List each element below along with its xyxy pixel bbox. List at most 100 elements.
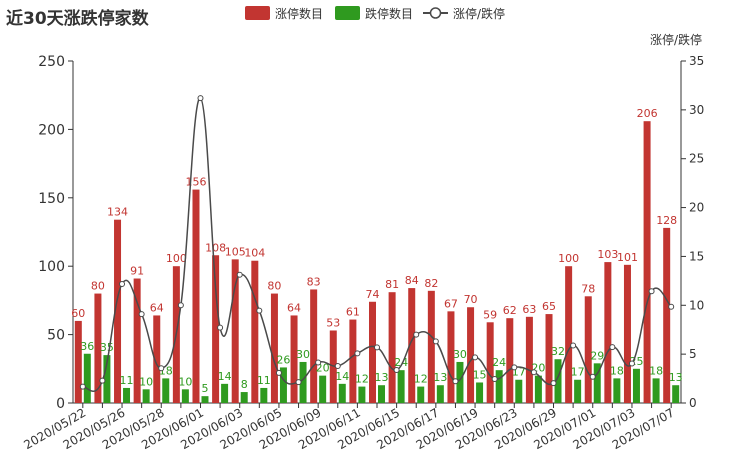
bar-limit-down[interactable] — [142, 389, 150, 403]
bar-limit-up[interactable] — [467, 307, 475, 403]
bar-limit-up[interactable] — [192, 189, 200, 403]
bar-limit-down[interactable] — [319, 375, 327, 403]
ratio-point[interactable] — [609, 344, 616, 351]
bar-limit-down[interactable] — [162, 378, 170, 403]
ratio-point[interactable] — [511, 364, 518, 371]
bar-limit-up[interactable] — [212, 255, 220, 403]
bar-limit-down[interactable] — [358, 386, 366, 403]
bar-limit-up[interactable] — [486, 322, 494, 403]
bar-limit-down[interactable] — [613, 378, 621, 403]
bar-limit-down[interactable] — [221, 383, 229, 403]
bar-limit-up[interactable] — [663, 227, 671, 403]
bar-limit-down[interactable] — [574, 379, 582, 403]
bar-limit-down[interactable] — [299, 361, 307, 403]
ratio-point[interactable] — [393, 366, 400, 373]
bar-limit-up[interactable] — [231, 259, 239, 403]
bar-limit-down[interactable] — [534, 375, 542, 403]
bar-limit-down[interactable] — [436, 385, 444, 403]
bar-limit-up[interactable] — [349, 319, 357, 403]
ratio-point[interactable] — [138, 311, 145, 318]
bar-limit-down[interactable] — [240, 392, 248, 403]
bar-limit-up[interactable] — [643, 121, 651, 403]
bar-limit-up[interactable] — [369, 301, 376, 403]
bar-label-limit-up: 65 — [542, 300, 556, 313]
bar-limit-up[interactable] — [408, 288, 416, 403]
bar-limit-down[interactable] — [495, 370, 503, 403]
bar-limit-up[interactable] — [94, 293, 102, 403]
bar-limit-up[interactable] — [388, 292, 396, 403]
ratio-point[interactable] — [472, 354, 479, 361]
bar-limit-up[interactable] — [525, 316, 533, 403]
bar-limit-down[interactable] — [181, 389, 189, 403]
bar-limit-down[interactable] — [397, 370, 405, 403]
ratio-point[interactable] — [550, 380, 557, 387]
bar-limit-down[interactable] — [201, 396, 209, 403]
ratio-point[interactable] — [256, 307, 263, 314]
ratio-point[interactable] — [628, 360, 635, 367]
ratio-point[interactable] — [158, 365, 165, 372]
bar-limit-down[interactable] — [417, 386, 425, 403]
bar-limit-down[interactable] — [279, 367, 287, 403]
bar-limit-up[interactable] — [153, 315, 161, 403]
bar-limit-down[interactable] — [456, 361, 464, 403]
ratio-point[interactable] — [275, 369, 282, 376]
ratio-point[interactable] — [491, 375, 498, 382]
legend-label-limit-up[interactable]: 涨停数目 — [275, 6, 323, 21]
bar-limit-down[interactable] — [632, 368, 640, 403]
ratio-point[interactable] — [197, 95, 204, 102]
bar-limit-up[interactable] — [133, 278, 141, 403]
bar-limit-down[interactable] — [83, 353, 91, 403]
ratio-point[interactable] — [79, 383, 86, 390]
legend-marker-ratio[interactable] — [429, 7, 442, 19]
bar-limit-down[interactable] — [672, 385, 680, 403]
ratio-point[interactable] — [530, 369, 537, 376]
bar-limit-up[interactable] — [310, 289, 318, 403]
bar-limit-up[interactable] — [290, 315, 298, 403]
ratio-point[interactable] — [668, 303, 675, 310]
bar-limit-down[interactable] — [338, 383, 346, 403]
bar-limit-up[interactable] — [270, 293, 278, 403]
bar-limit-up[interactable] — [623, 264, 631, 403]
ratio-point[interactable] — [334, 362, 341, 369]
ratio-point[interactable] — [236, 271, 243, 278]
bar-limit-up[interactable] — [545, 314, 553, 403]
bar-limit-down[interactable] — [593, 363, 601, 403]
bar-limit-up[interactable] — [447, 311, 455, 403]
legend-swatch-limit-up[interactable] — [245, 6, 270, 20]
ratio-point[interactable] — [413, 331, 420, 338]
bar-limit-up[interactable] — [584, 296, 592, 403]
ratio-point[interactable] — [295, 379, 302, 386]
bar-limit-down[interactable] — [123, 387, 131, 403]
ratio-point[interactable] — [315, 359, 322, 366]
bar-limit-up[interactable] — [565, 266, 573, 403]
ratio-point[interactable] — [374, 344, 380, 351]
ratio-point[interactable] — [589, 373, 596, 380]
bar-limit-up[interactable] — [329, 330, 337, 403]
legend[interactable]: 涨停数目 跌停数目 涨停/跌停 — [245, 6, 505, 21]
bar-limit-up[interactable] — [251, 260, 259, 403]
bar-limit-down[interactable] — [476, 382, 484, 403]
ratio-point[interactable] — [432, 338, 439, 345]
bar-limit-down[interactable] — [554, 359, 562, 403]
legend-label-limit-down[interactable]: 跌停数目 — [365, 6, 413, 21]
bar-limit-down[interactable] — [260, 387, 268, 403]
ratio-point[interactable] — [648, 288, 655, 295]
ratio-point[interactable] — [354, 350, 361, 357]
ratio-point[interactable] — [119, 280, 126, 287]
bar-limit-up[interactable] — [427, 290, 435, 403]
ratio-point[interactable] — [217, 324, 224, 331]
legend-swatch-limit-down[interactable] — [335, 6, 360, 20]
bar-limit-up[interactable] — [74, 320, 82, 403]
ratio-point[interactable] — [570, 342, 577, 349]
bar-limit-down[interactable] — [652, 378, 660, 403]
bar-limit-up[interactable] — [506, 318, 514, 403]
legend-label-ratio[interactable]: 涨停/跌停 — [453, 6, 505, 21]
bar-limit-down[interactable] — [378, 385, 385, 403]
ratio-point[interactable] — [177, 302, 184, 309]
bar-limit-up[interactable] — [114, 219, 122, 403]
bar-limit-down[interactable] — [103, 355, 111, 403]
bar-limit-up[interactable] — [604, 262, 612, 403]
bar-limit-down[interactable] — [515, 379, 523, 403]
ratio-point[interactable] — [452, 378, 459, 385]
ratio-point[interactable] — [99, 377, 106, 384]
